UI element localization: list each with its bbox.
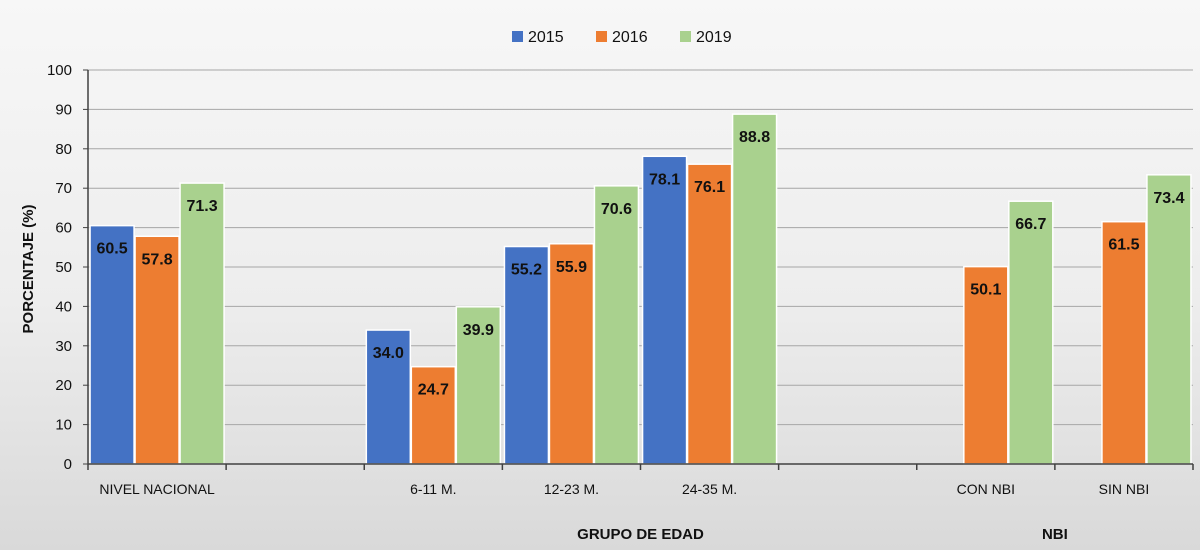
data-label: 66.7 (1015, 216, 1046, 233)
bar-2019 (179, 182, 225, 465)
y-tick-label: 80 (55, 141, 72, 158)
axes: 0 10 20 30 40 50 60 70 80 90 100 NIVEL NACIONAL 6-11… (47, 62, 1194, 543)
data-label: 55.9 (556, 259, 587, 276)
y-tick-label: 30 (55, 338, 72, 355)
gridlines (88, 69, 1193, 426)
data-label: 88.8 (739, 129, 770, 146)
bars (89, 113, 1192, 465)
bar-2015 (641, 155, 688, 465)
x-group-label: GRUPO DE EDAD (577, 526, 704, 543)
y-tick-label: 40 (55, 298, 72, 315)
x-category-label: SIN NBI (1099, 481, 1150, 497)
legend: 2015 2016 2019 (512, 29, 732, 46)
legend-swatch-2019 (680, 31, 691, 42)
legend-swatch-2015 (512, 31, 523, 42)
data-label: 39.9 (463, 322, 494, 339)
x-category-label: 12-23 M. (544, 481, 599, 497)
y-tick-label: 90 (55, 101, 72, 118)
bar-2019 (1146, 174, 1192, 465)
y-tick-label: 100 (47, 62, 72, 79)
legend-label-2016: 2016 (612, 29, 648, 46)
data-label: 24.7 (418, 382, 449, 399)
x-category-label: 6-11 M. (410, 481, 456, 497)
bar-2016 (548, 243, 595, 465)
bar-2019 (731, 113, 778, 465)
bar-2016 (1101, 220, 1147, 465)
bar-2015 (365, 329, 412, 465)
data-label: 34.0 (373, 345, 404, 362)
legend-swatch-2016 (596, 31, 607, 42)
bar-2015 (89, 224, 135, 465)
y-tick-label: 60 (55, 220, 72, 237)
data-label: 70.6 (601, 201, 632, 218)
data-labels: 60.5 57.8 71.3 34.0 24.7 39.9 55.2 55.9 70.6 78.1… (96, 129, 1184, 399)
data-label: 55.2 (511, 262, 542, 279)
data-label: 78.1 (649, 171, 680, 188)
legend-label-2019: 2019 (696, 29, 732, 46)
legend-label-2015: 2015 (528, 29, 564, 46)
data-label: 73.4 (1153, 190, 1184, 207)
bar-2016 (410, 365, 457, 465)
bar-2019 (1008, 200, 1054, 465)
bar-2015 (503, 245, 550, 465)
x-category-label: CON NBI (957, 481, 1015, 497)
y-tick-label: 70 (55, 180, 72, 197)
y-tick-label: 10 (55, 417, 72, 434)
bar-2016 (963, 265, 1009, 465)
bar-2019 (593, 185, 640, 465)
y-tick-label: 0 (64, 456, 72, 473)
data-label: 50.1 (970, 282, 1001, 299)
data-label: 60.5 (96, 241, 127, 258)
y-tick-label: 20 (55, 377, 72, 394)
y-tick-label: 50 (55, 259, 72, 276)
data-label: 76.1 (694, 179, 725, 196)
data-label: 71.3 (186, 198, 217, 215)
data-label: 61.5 (1108, 237, 1139, 254)
x-group-label: NBI (1042, 526, 1068, 543)
bar-2016 (686, 163, 733, 465)
y-axis-title: PORCENTAJE (%) (20, 205, 37, 334)
data-label: 57.8 (141, 251, 172, 268)
bar-2016 (134, 235, 180, 465)
x-category-label: NIVEL NACIONAL (99, 481, 215, 497)
x-category-label: 24-35 M. (682, 481, 737, 497)
